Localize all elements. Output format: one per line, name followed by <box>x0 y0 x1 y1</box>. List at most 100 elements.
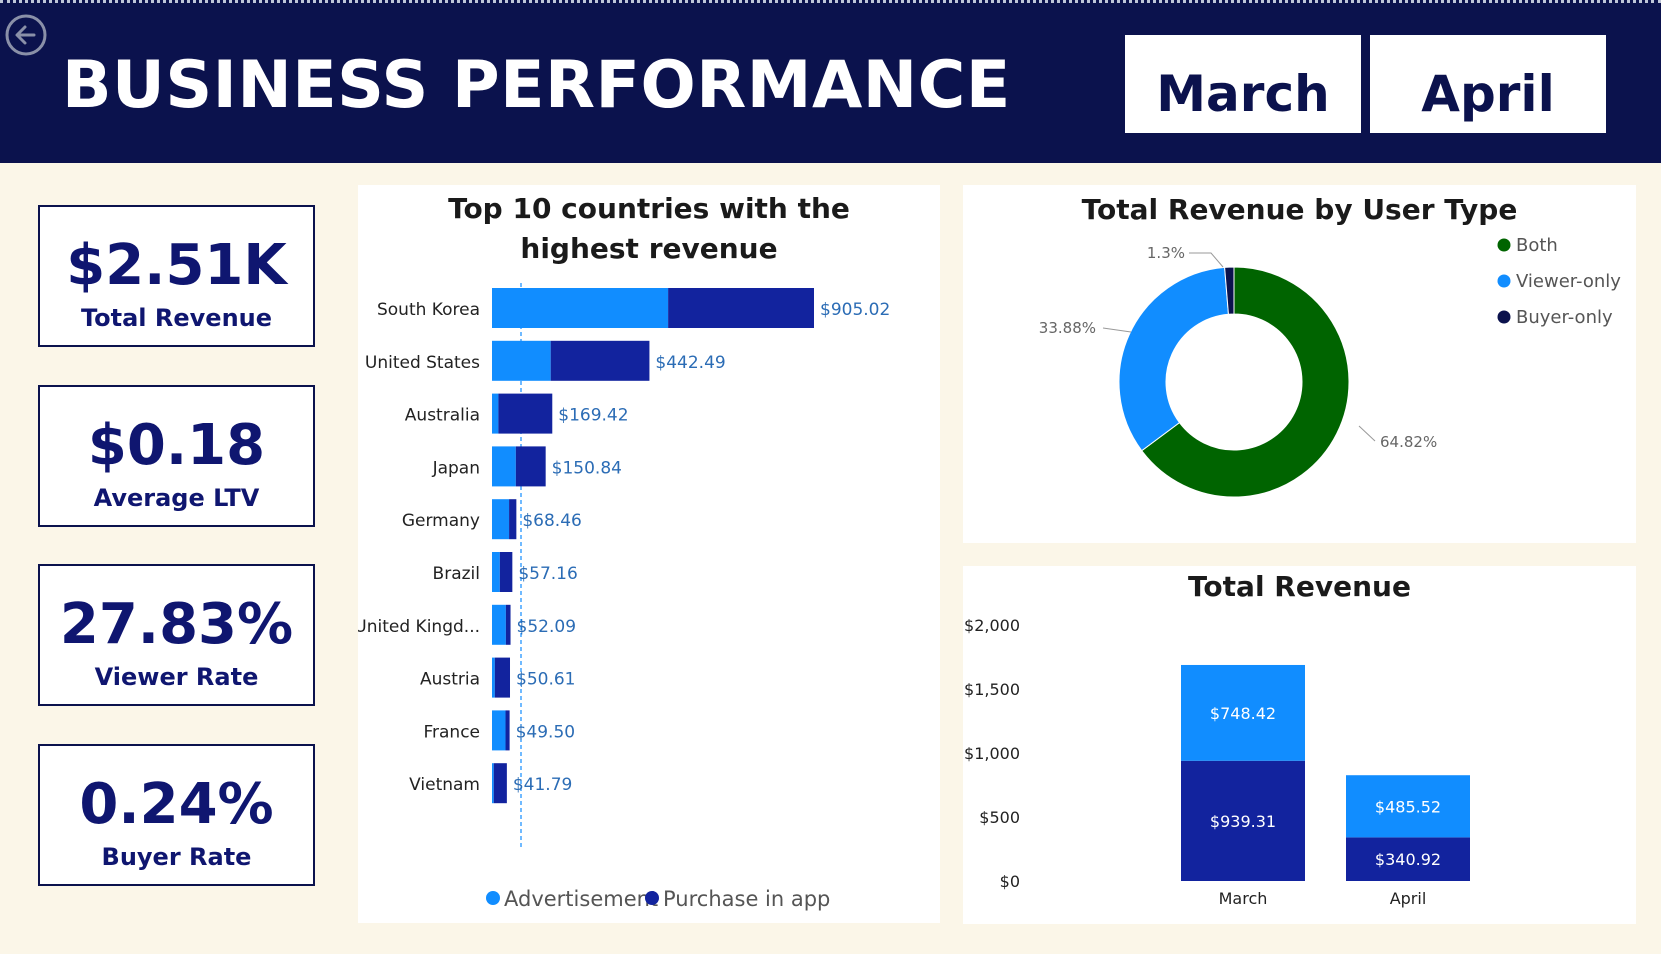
category-label: Germany <box>402 511 480 531</box>
column-purchase[interactable] <box>1181 760 1305 881</box>
legend-label-viewer-only: Viewer-only <box>1516 271 1621 292</box>
countries-chart-card: Top 10 countries with the highest revenu… <box>358 185 940 923</box>
bar-purchase[interactable] <box>515 446 546 487</box>
bar-advertisement[interactable] <box>492 393 499 434</box>
legend-marker-buyer-only <box>1497 310 1511 324</box>
bar-total-label: $50.61 <box>516 670 575 690</box>
category-label: Australia <box>405 406 480 426</box>
bar-total-label: $49.50 <box>516 722 575 742</box>
column-value-label: $748.42 <box>1210 704 1276 723</box>
y-tick-label: $2,000 <box>964 616 1020 635</box>
bar-purchase[interactable] <box>498 393 553 434</box>
kpi-label: Total Revenue <box>80 304 273 332</box>
column-value-label: $939.31 <box>1210 812 1276 831</box>
kpi-value: $2.51K <box>66 233 287 298</box>
category-label: Brazil <box>433 564 480 584</box>
x-category-label: March <box>1219 889 1268 908</box>
bar-advertisement[interactable] <box>492 288 669 328</box>
y-axis: $0 $500 $1,000 $1,500 $2,000 <box>964 616 1020 891</box>
bar-group: South Korea $905.02 United States $442.49 Au… <box>358 288 890 804</box>
bar-advertisement[interactable] <box>492 710 506 751</box>
countries-bar-chart: South Korea $905.02 United States $442.49 Au… <box>358 283 890 911</box>
legend-marker-viewer-only <box>1497 274 1511 288</box>
column-value-label: $340.92 <box>1375 850 1441 869</box>
kpi-value: 27.83% <box>59 592 294 657</box>
bar-purchase[interactable] <box>505 710 510 751</box>
bar-purchase[interactable] <box>668 288 814 328</box>
bar-total-label: $150.84 <box>552 458 622 478</box>
x-category-label: April <box>1390 889 1427 908</box>
donut-slice-buyer-only[interactable] <box>1224 266 1235 315</box>
bar-total-label: $442.49 <box>655 353 725 373</box>
slice-percent-label: 33.88% <box>1039 319 1096 337</box>
legend-marker-purchase <box>645 891 659 905</box>
kpi-card-buyer-rate: 0.24% Buyer Rate <box>38 744 315 886</box>
total-revenue-column-chart: $0 $500 $1,000 $1,500 $2,000 $939.31 $748.42 M… <box>964 616 1470 908</box>
kpi-value: $0.18 <box>87 413 266 478</box>
category-label: South Korea <box>377 300 480 320</box>
bar-advertisement[interactable] <box>492 499 510 540</box>
total-revenue-chart-card: Total Revenue $0 $500 $1,000 $1,500 $2,000 $… <box>963 566 1636 924</box>
bar-total-label: $68.46 <box>522 511 581 531</box>
column-advertisement[interactable] <box>1346 775 1470 838</box>
month-button-march[interactable]: March <box>1125 35 1361 133</box>
kpi-value: 0.24% <box>79 772 274 837</box>
bar-purchase[interactable] <box>505 604 511 645</box>
category-label: United States <box>365 353 480 373</box>
user-type-chart-title: Total Revenue by User Type <box>1081 193 1518 226</box>
bar-total-label: $905.02 <box>820 300 890 320</box>
bar-advertisement[interactable] <box>492 763 494 804</box>
legend-marker-both <box>1497 238 1511 252</box>
slice-leader-line <box>1189 252 1224 268</box>
donut-slice-both[interactable] <box>1141 266 1350 498</box>
bar-total-label: $41.79 <box>513 775 572 795</box>
category-label: Vietnam <box>409 775 480 795</box>
user-type-chart-card: Total Revenue by User Type 64.82% 33.88% 1… <box>963 185 1636 543</box>
bar-purchase[interactable] <box>550 340 650 381</box>
legend-label-purchase: Purchase in app <box>663 887 830 911</box>
bar-total-label: $169.42 <box>558 406 628 426</box>
legend-label-advertisement: Advertisement <box>504 887 658 911</box>
category-label: United Kingd... <box>358 617 480 637</box>
category-label: Austria <box>420 670 480 690</box>
kpi-card-average-ltv: $0.18 Average LTV <box>38 385 315 527</box>
legend-label-both: Both <box>1516 235 1558 256</box>
slice-percent-label: 1.3% <box>1147 244 1185 262</box>
donut-legend: Both Viewer-only Buyer-only <box>1497 235 1621 328</box>
column-group: $939.31 $748.42 March $340.92 $485.52 April <box>1181 664 1470 908</box>
bar-advertisement[interactable] <box>492 446 516 487</box>
kpi-card-total-revenue: $2.51K Total Revenue <box>38 205 315 347</box>
y-tick-label: $500 <box>979 808 1020 827</box>
slice-leader-line <box>1102 327 1132 333</box>
category-label: France <box>423 722 480 742</box>
bar-purchase[interactable] <box>493 763 507 804</box>
bar-purchase[interactable] <box>509 499 517 540</box>
column-value-label: $485.52 <box>1375 797 1441 816</box>
bar-purchase[interactable] <box>499 552 513 592</box>
column-advertisement[interactable] <box>1181 664 1305 761</box>
month-button-april[interactable]: April <box>1370 35 1606 133</box>
kpi-card-viewer-rate: 27.83% Viewer Rate <box>38 564 315 706</box>
slice-percent-label: 64.82% <box>1380 433 1437 451</box>
y-tick-label: $1,500 <box>964 680 1020 699</box>
header-bar: BUSINESS PERFORMANCE March April <box>0 0 1661 163</box>
kpi-label: Average LTV <box>93 484 260 512</box>
bar-advertisement[interactable] <box>492 340 551 381</box>
kpi-label: Buyer Rate <box>101 843 252 871</box>
bar-advertisement[interactable] <box>492 657 495 698</box>
y-tick-label: $0 <box>1000 872 1020 891</box>
bar-advertisement[interactable] <box>492 604 506 645</box>
bar-purchase[interactable] <box>494 657 511 698</box>
countries-chart-title: Top 10 countries with the highest revenu… <box>448 192 850 265</box>
back-button[interactable] <box>4 13 48 57</box>
back-arrow-icon <box>5 14 47 56</box>
page-title: BUSINESS PERFORMANCE <box>62 48 1011 123</box>
legend-label-buyer-only: Buyer-only <box>1516 307 1613 328</box>
donut-slice-viewer-only[interactable] <box>1118 266 1229 452</box>
kpi-label: Viewer Rate <box>94 663 259 691</box>
column-purchase[interactable] <box>1346 837 1470 881</box>
bar-advertisement[interactable] <box>492 552 500 592</box>
category-label: Japan <box>432 458 480 478</box>
legend-marker-advertisement <box>486 891 500 905</box>
total-revenue-chart-title: Total Revenue <box>1188 570 1411 603</box>
